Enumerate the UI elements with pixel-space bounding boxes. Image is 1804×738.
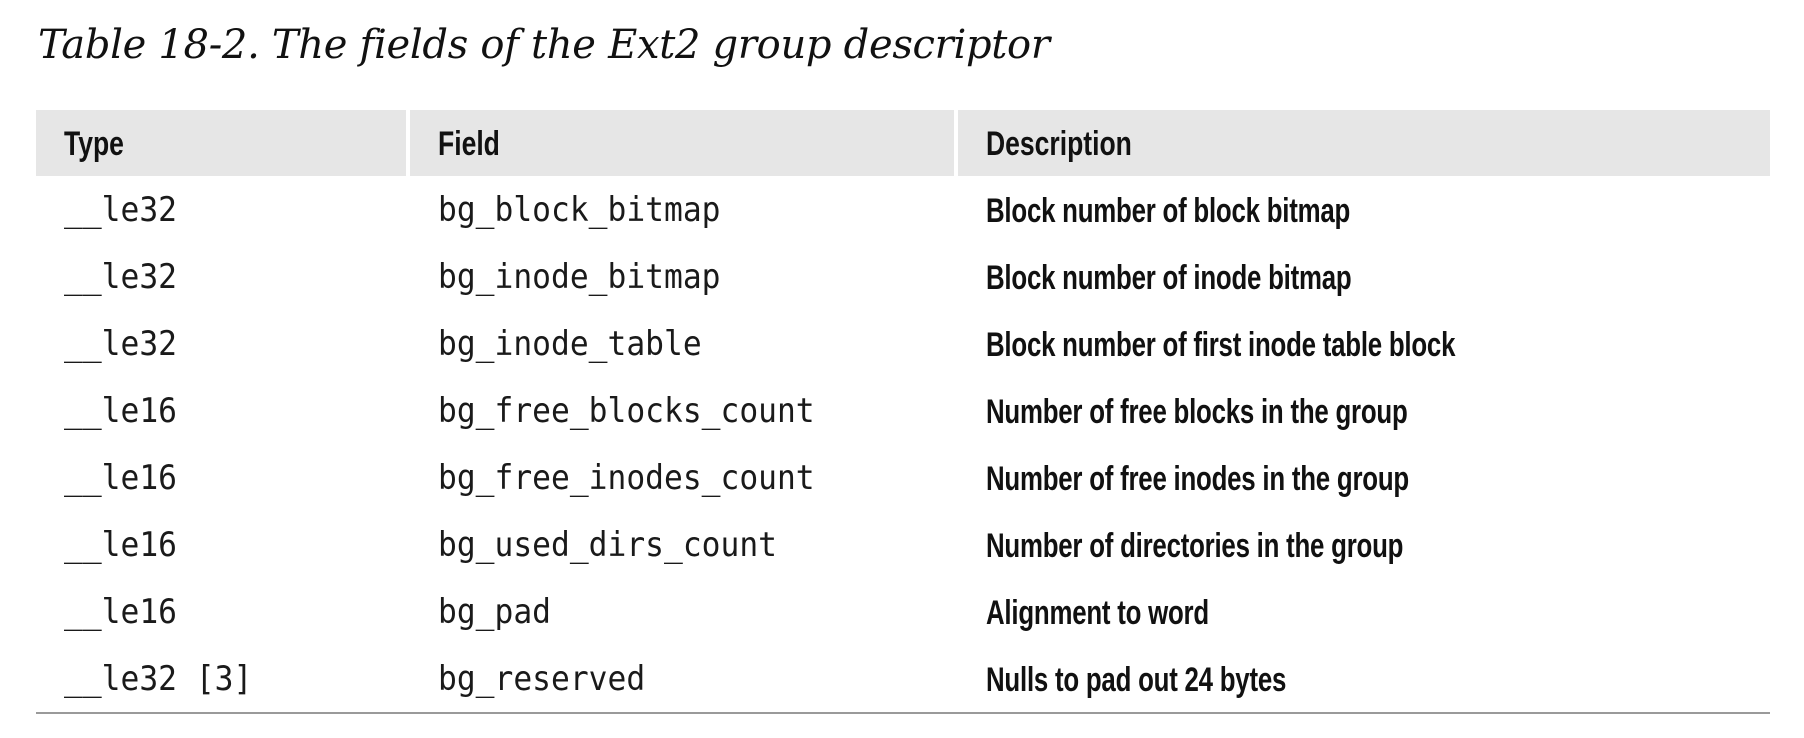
description-cell: Number of free blocks in the group — [986, 393, 1408, 431]
type-cell: __le32 [3] — [64, 659, 253, 699]
description-cell: Block number of inode bitmap — [986, 259, 1352, 297]
table-row: __le32 [3] bg_reserved Nulls to pad out … — [36, 645, 1770, 712]
field-cell: bg_free_blocks_count — [438, 391, 815, 431]
type-cell: __le16 — [64, 525, 178, 565]
field-cell: bg_inode_table — [438, 324, 702, 364]
field-cell: bg_pad — [438, 592, 552, 632]
header-label-type: Type — [64, 125, 124, 163]
type-cell: __le32 — [64, 190, 178, 230]
description-cell: Number of directories in the group — [986, 527, 1404, 565]
type-cell: __le32 — [64, 257, 178, 297]
field-cell: bg_inode_bitmap — [438, 257, 721, 297]
table-row: __le16 bg_free_blocks_count Number of fr… — [36, 377, 1770, 444]
table-row: __le16 bg_free_inodes_count Number of fr… — [36, 444, 1770, 511]
description-cell: Block number of block bitmap — [986, 192, 1351, 230]
header-cell-type: Type — [36, 110, 406, 176]
description-cell: Number of free inodes in the group — [986, 460, 1409, 498]
table-row: __le32 bg_block_bitmap Block number of b… — [36, 176, 1770, 243]
description-cell: Block number of first inode table block — [986, 326, 1456, 364]
table-row: __le16 bg_used_dirs_count Number of dire… — [36, 511, 1770, 578]
type-cell: __le16 — [64, 592, 178, 632]
table-header-row: Type Field Description — [36, 110, 1770, 176]
field-cell: bg_free_inodes_count — [438, 458, 815, 498]
table-caption: Table 18-2. The fields of the Ext2 group… — [38, 22, 1050, 68]
header-cell-field: Field — [410, 110, 954, 176]
table-row: __le32 bg_inode_bitmap Block number of i… — [36, 243, 1770, 310]
description-cell: Alignment to word — [986, 594, 1209, 632]
header-label-description: Description — [986, 125, 1132, 163]
group-descriptor-table: Type Field Description __le32 bg_block_b… — [36, 110, 1770, 714]
description-cell: Nulls to pad out 24 bytes — [986, 661, 1287, 699]
table-row: __le32 bg_inode_table Block number of fi… — [36, 310, 1770, 377]
table-row: __le16 bg_pad Alignment to word — [36, 578, 1770, 645]
field-cell: bg_reserved — [438, 659, 646, 699]
field-cell: bg_block_bitmap — [438, 190, 721, 230]
type-cell: __le16 — [64, 458, 178, 498]
field-cell: bg_used_dirs_count — [438, 525, 777, 565]
header-cell-description: Description — [958, 110, 1770, 176]
table-bottom-rule — [36, 712, 1770, 714]
header-label-field: Field — [438, 125, 500, 163]
type-cell: __le16 — [64, 391, 178, 431]
type-cell: __le32 — [64, 324, 178, 364]
